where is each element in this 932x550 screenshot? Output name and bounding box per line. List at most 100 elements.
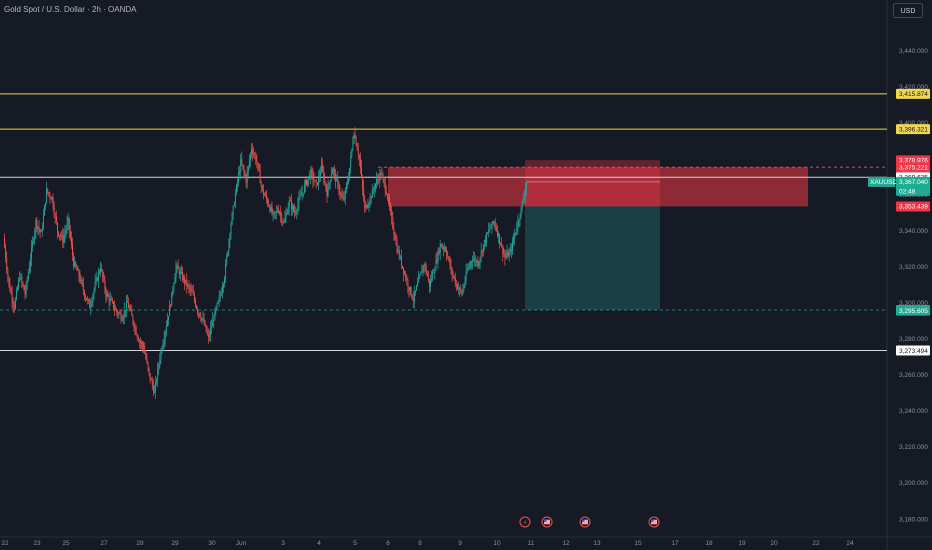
candle-body [308,175,310,180]
horizontal-levels[interactable] [0,93,887,352]
candle-body [242,164,244,168]
candle-body [170,305,172,307]
us-flag-icon[interactable] [648,516,660,528]
candle-body [351,148,353,157]
candle-body [217,300,219,304]
candle-body [385,190,387,195]
active-stop-zone[interactable] [525,160,660,207]
candle-body [130,309,132,311]
candle-body [501,244,503,246]
candle-body [425,265,427,274]
candle-body [283,222,285,224]
candle-body [136,334,138,338]
candle-body [147,361,149,368]
candle-body [357,149,359,156]
position-zones[interactable] [388,160,808,310]
candle-body [485,239,487,243]
candle-body [526,182,527,189]
level-price-tag[interactable]: 3,415.874 [896,88,930,99]
candle-body [91,301,93,305]
candle-body [363,187,365,200]
time-axis[interactable]: 22 23 25 27 28 29 30 Jun 3 4 5 6 8 9 10 11 12 13 15 17 18 19 2… [1,540,854,547]
candle-body [468,265,470,268]
candle-body [451,268,453,275]
candle-body [331,169,333,175]
candle-body [507,252,509,257]
candle-body [502,244,504,254]
candle-body [132,315,134,323]
event-markers[interactable]: ⚡ [519,516,660,528]
us-flag-icon[interactable] [579,516,591,528]
x-tick-label: 13 [593,540,601,547]
candle-body [508,251,510,257]
price-axis[interactable]: 3,180.000 3,200.000 3,220.000 3,240.000 3,26… [868,48,930,524]
currency-button[interactable]: USD [893,3,923,18]
candlestick-series [4,127,527,399]
candle-body [109,299,111,302]
candle-body [57,222,58,232]
candle-body [6,258,8,270]
candle-body [477,261,479,267]
candle-body [181,272,182,273]
candle-body [523,195,525,199]
candle-body [431,278,433,280]
candle-body [99,271,100,273]
candle-body [246,172,248,183]
us-flag-icon[interactable] [541,516,553,528]
candle-body [193,294,195,301]
level-price-tag[interactable]: 3,396.321 [896,124,930,135]
candle-body [505,256,507,258]
candle-body [224,278,226,284]
candle-body [513,239,515,241]
candle-body [58,231,59,236]
candle-body [395,239,397,243]
price-tag[interactable]: 3,375.221 [896,162,930,173]
candle-body [161,348,163,351]
price-tag[interactable]: 3,295.605 [896,305,930,316]
candle-body [390,206,392,212]
price-tag-bg [896,305,930,316]
candle-body [237,181,238,186]
candle-body [453,276,455,279]
take-profit-zone[interactable] [525,206,660,310]
candle-body [140,341,141,343]
candle-body [189,286,191,290]
candle-body [461,290,463,295]
candle-body [72,244,73,256]
candle-body [33,239,35,242]
level-price-tag[interactable]: 3,273.494 [896,345,930,356]
candle-body [396,242,398,253]
candle-body [260,182,262,186]
candle-body [301,192,303,196]
symbol-tag-text: XAUUSD [870,179,897,186]
candle-body [364,199,366,208]
candle-body [96,277,98,281]
candle-body [66,223,68,230]
candle-body [28,266,30,273]
candle-body [25,283,27,295]
price-tag[interactable]: 3,353.439 [896,201,930,212]
candle-body [486,233,488,243]
candle-body [248,160,250,166]
candle-body [418,277,420,283]
y-tick-label: 3,260.000 [899,372,928,379]
candle-body [31,247,33,260]
candle-body [383,178,385,183]
level-price-tag-bg [896,88,930,99]
y-tick-label: 3,220.000 [899,444,928,451]
candle-body [472,260,474,262]
lightning-icon[interactable]: ⚡ [519,516,531,528]
candle-body [436,259,438,262]
candle-body [244,172,246,177]
candle-body [36,219,38,228]
symbol-title[interactable]: Gold Spot / U.S. Dollar · 2h · OANDA [4,5,137,14]
y-tick-label: 3,300.000 [899,300,928,307]
candle-body [209,335,210,337]
candle-body [440,243,442,248]
last-price-tag[interactable]: XAUUSD 3,367.040 02:48 [868,176,930,196]
candle-body [393,227,395,235]
candle-body [325,182,327,189]
stop-loss-zone[interactable] [388,167,808,207]
